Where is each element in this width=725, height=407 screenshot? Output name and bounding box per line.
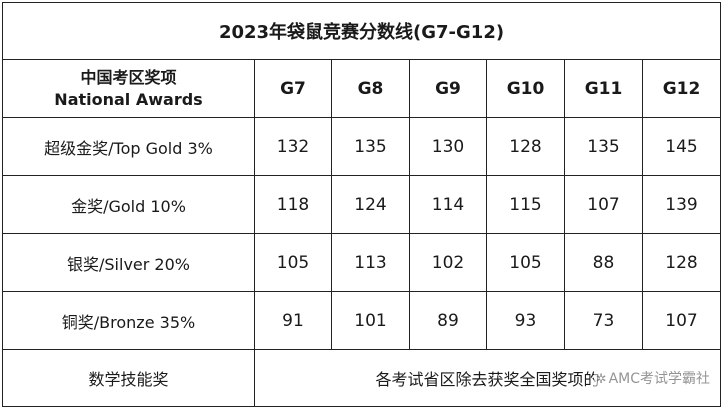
table-row: 超级金奖/Top Gold 3% 132 135 130 128 135 145 [2, 117, 722, 176]
award-name: 银奖/Silver 20% [2, 233, 255, 292]
score-cell: 124 [331, 175, 410, 234]
score-cell: 107 [641, 291, 722, 350]
score-cell: 132 [254, 117, 332, 176]
footer-row: 数学技能奖 各考试省区除去获奖全国奖项的 ✲ AMC考试学霸社 [2, 349, 722, 407]
table-row: 金奖/Gold 10% 118 124 114 115 107 139 [2, 175, 722, 234]
score-cell: 114 [409, 175, 487, 234]
logo-icon: ✲ [595, 372, 607, 387]
score-cell: 91 [254, 291, 332, 350]
score-cell: 139 [641, 175, 722, 234]
table-title: 2023年袋鼠竞赛分数线(G7-G12) [1, 2, 722, 60]
score-cell: 135 [564, 117, 643, 176]
score-cell: 128 [486, 117, 565, 176]
score-cell: 101 [331, 291, 410, 350]
skills-award-label: 数学技能奖 [2, 349, 255, 407]
grade-header-g11: G11 [564, 59, 643, 118]
score-cell: 118 [254, 175, 332, 234]
score-cell: 115 [486, 175, 565, 234]
watermark: ✲ AMC考试学霸社 [593, 368, 713, 388]
award-name: 铜奖/Bronze 35% [2, 291, 255, 350]
score-cell: 145 [641, 117, 722, 176]
award-column-header: 中国考区奖项 National Awards [2, 59, 255, 118]
score-cell: 107 [564, 175, 643, 234]
score-cell: 130 [409, 117, 487, 176]
header-row: 中国考区奖项 National Awards G7 G8 G9 G10 G11 … [2, 59, 722, 118]
grade-header-g12: G12 [641, 59, 722, 118]
grade-header-g9: G9 [409, 59, 487, 118]
grade-header-g7: G7 [254, 59, 332, 118]
table-row: 铜奖/Bronze 35% 91 101 89 93 73 107 [2, 291, 722, 350]
score-cell: 105 [486, 233, 565, 292]
score-cell: 93 [486, 291, 565, 350]
title-row: 2023年袋鼠竞赛分数线(G7-G12) [1, 2, 722, 60]
award-name: 超级金奖/Top Gold 3% [2, 117, 255, 176]
score-cell: 105 [254, 233, 332, 292]
skills-award-note-text: 各考试省区除去获奖全国奖项的 [375, 370, 600, 389]
grade-header-g8: G8 [331, 59, 410, 118]
award-header-en: National Awards [54, 89, 203, 109]
award-header-cn: 中国考区奖项 [80, 67, 177, 87]
score-cell: 128 [641, 233, 722, 292]
score-cell: 89 [409, 291, 487, 350]
score-cell: 73 [564, 291, 643, 350]
watermark-text: AMC考试学霸社 [608, 371, 711, 387]
score-cell: 113 [331, 233, 410, 292]
skills-award-note: 各考试省区除去获奖全国奖项的 ✲ AMC考试学霸社 [253, 349, 722, 407]
score-cell: 88 [564, 233, 643, 292]
grade-header-g10: G10 [486, 59, 565, 118]
score-cell: 102 [409, 233, 487, 292]
table-row: 银奖/Silver 20% 105 113 102 105 88 128 [2, 233, 722, 292]
award-name: 金奖/Gold 10% [2, 175, 255, 234]
score-cell: 135 [331, 117, 410, 176]
